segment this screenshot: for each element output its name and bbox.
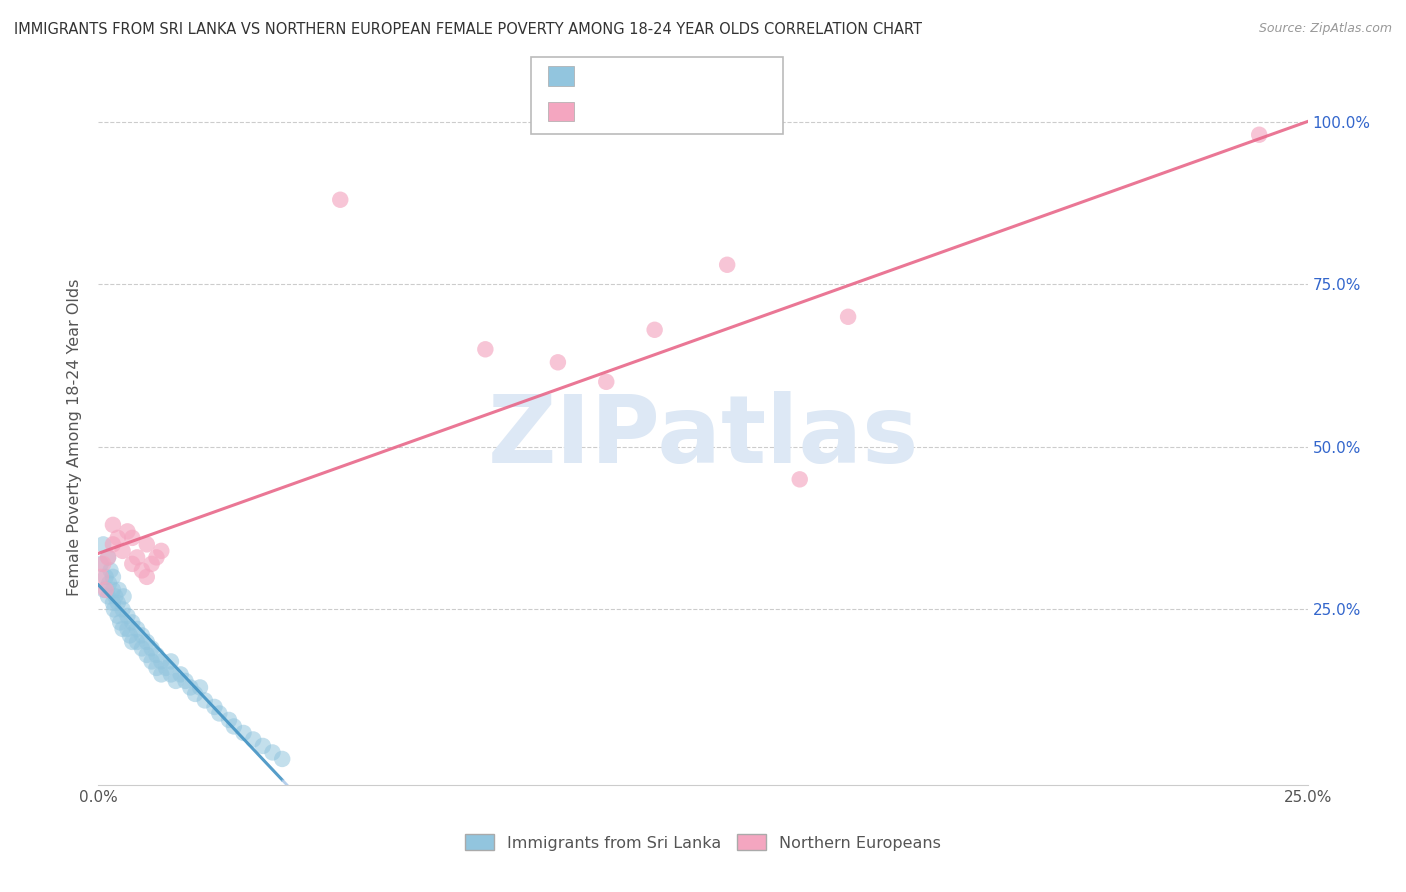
Point bbox=[145, 661, 167, 675]
Point bbox=[107, 582, 129, 597]
Point bbox=[107, 596, 129, 610]
Point bbox=[595, 375, 617, 389]
Point bbox=[117, 608, 139, 623]
Point bbox=[103, 602, 125, 616]
Point bbox=[111, 544, 134, 558]
Point bbox=[150, 667, 173, 681]
Point bbox=[97, 550, 120, 565]
FancyBboxPatch shape bbox=[531, 57, 783, 134]
Point bbox=[1249, 128, 1271, 142]
Bar bbox=[548, 66, 574, 86]
Point bbox=[179, 681, 201, 695]
Text: R =: R = bbox=[585, 69, 620, 83]
Point bbox=[93, 582, 115, 597]
Point bbox=[329, 193, 352, 207]
Point bbox=[112, 590, 135, 604]
Point bbox=[118, 628, 141, 642]
Point bbox=[117, 622, 139, 636]
Bar bbox=[548, 102, 574, 121]
Point bbox=[160, 654, 183, 668]
Point bbox=[135, 570, 157, 584]
Point bbox=[218, 713, 240, 727]
Point bbox=[141, 557, 163, 571]
Point bbox=[547, 355, 569, 369]
Point bbox=[141, 654, 163, 668]
Point bbox=[169, 667, 191, 681]
Point bbox=[252, 739, 274, 753]
Point bbox=[242, 732, 264, 747]
Point bbox=[121, 557, 143, 571]
Point bbox=[222, 719, 245, 733]
Point bbox=[232, 726, 254, 740]
Point bbox=[194, 693, 217, 707]
Point bbox=[100, 563, 122, 577]
Text: 0.484: 0.484 bbox=[617, 104, 664, 119]
Point bbox=[101, 570, 124, 584]
Point bbox=[104, 590, 127, 604]
Point bbox=[150, 544, 173, 558]
Point bbox=[127, 622, 149, 636]
Point bbox=[91, 557, 114, 571]
Text: Source: ZipAtlas.com: Source: ZipAtlas.com bbox=[1258, 22, 1392, 36]
Point bbox=[121, 615, 143, 630]
Text: N =: N = bbox=[681, 104, 731, 119]
Point bbox=[94, 570, 117, 584]
Y-axis label: Female Poverty Among 18-24 Year Olds: Female Poverty Among 18-24 Year Olds bbox=[67, 278, 83, 596]
Point bbox=[141, 641, 163, 656]
Point bbox=[101, 596, 124, 610]
Point bbox=[474, 343, 496, 357]
Point bbox=[262, 746, 284, 760]
Point bbox=[188, 681, 211, 695]
Point bbox=[98, 576, 121, 591]
Point bbox=[101, 582, 124, 597]
Text: 27: 27 bbox=[725, 104, 748, 119]
Point bbox=[111, 622, 134, 636]
Point bbox=[135, 648, 157, 662]
Point bbox=[135, 537, 157, 551]
Point bbox=[108, 615, 131, 630]
Text: IMMIGRANTS FROM SRI LANKA VS NORTHERN EUROPEAN FEMALE POVERTY AMONG 18-24 YEAR O: IMMIGRANTS FROM SRI LANKA VS NORTHERN EU… bbox=[14, 22, 922, 37]
Point bbox=[90, 570, 112, 584]
Point bbox=[94, 582, 117, 597]
Point bbox=[174, 673, 197, 688]
Point bbox=[208, 706, 231, 721]
Point bbox=[121, 635, 143, 649]
Point bbox=[789, 472, 811, 486]
Point bbox=[97, 550, 120, 565]
Point bbox=[107, 531, 129, 545]
Point bbox=[160, 667, 183, 681]
Point bbox=[101, 517, 124, 532]
Point bbox=[150, 654, 173, 668]
Point bbox=[127, 550, 149, 565]
Point bbox=[184, 687, 207, 701]
Point bbox=[121, 531, 143, 545]
Point bbox=[131, 563, 153, 577]
Point bbox=[101, 537, 124, 551]
Text: 56: 56 bbox=[725, 69, 748, 83]
Point bbox=[131, 628, 153, 642]
Point bbox=[165, 673, 187, 688]
Text: ZIPatlas: ZIPatlas bbox=[488, 391, 918, 483]
Point bbox=[716, 258, 738, 272]
Point bbox=[271, 752, 294, 766]
Point bbox=[837, 310, 859, 324]
Point bbox=[97, 590, 120, 604]
Point bbox=[145, 648, 167, 662]
Text: N =: N = bbox=[681, 69, 731, 83]
Point bbox=[91, 537, 114, 551]
Point bbox=[131, 641, 153, 656]
Point bbox=[107, 608, 129, 623]
Text: -0.191: -0.191 bbox=[617, 69, 669, 83]
Point bbox=[127, 635, 149, 649]
Point bbox=[204, 700, 226, 714]
Text: R =: R = bbox=[585, 104, 620, 119]
Point bbox=[135, 635, 157, 649]
Point bbox=[644, 323, 666, 337]
Point bbox=[155, 661, 177, 675]
Point bbox=[90, 557, 112, 571]
Point bbox=[117, 524, 139, 539]
Point bbox=[111, 602, 134, 616]
Point bbox=[145, 550, 167, 565]
Legend: Immigrants from Sri Lanka, Northern Europeans: Immigrants from Sri Lanka, Northern Euro… bbox=[458, 828, 948, 857]
